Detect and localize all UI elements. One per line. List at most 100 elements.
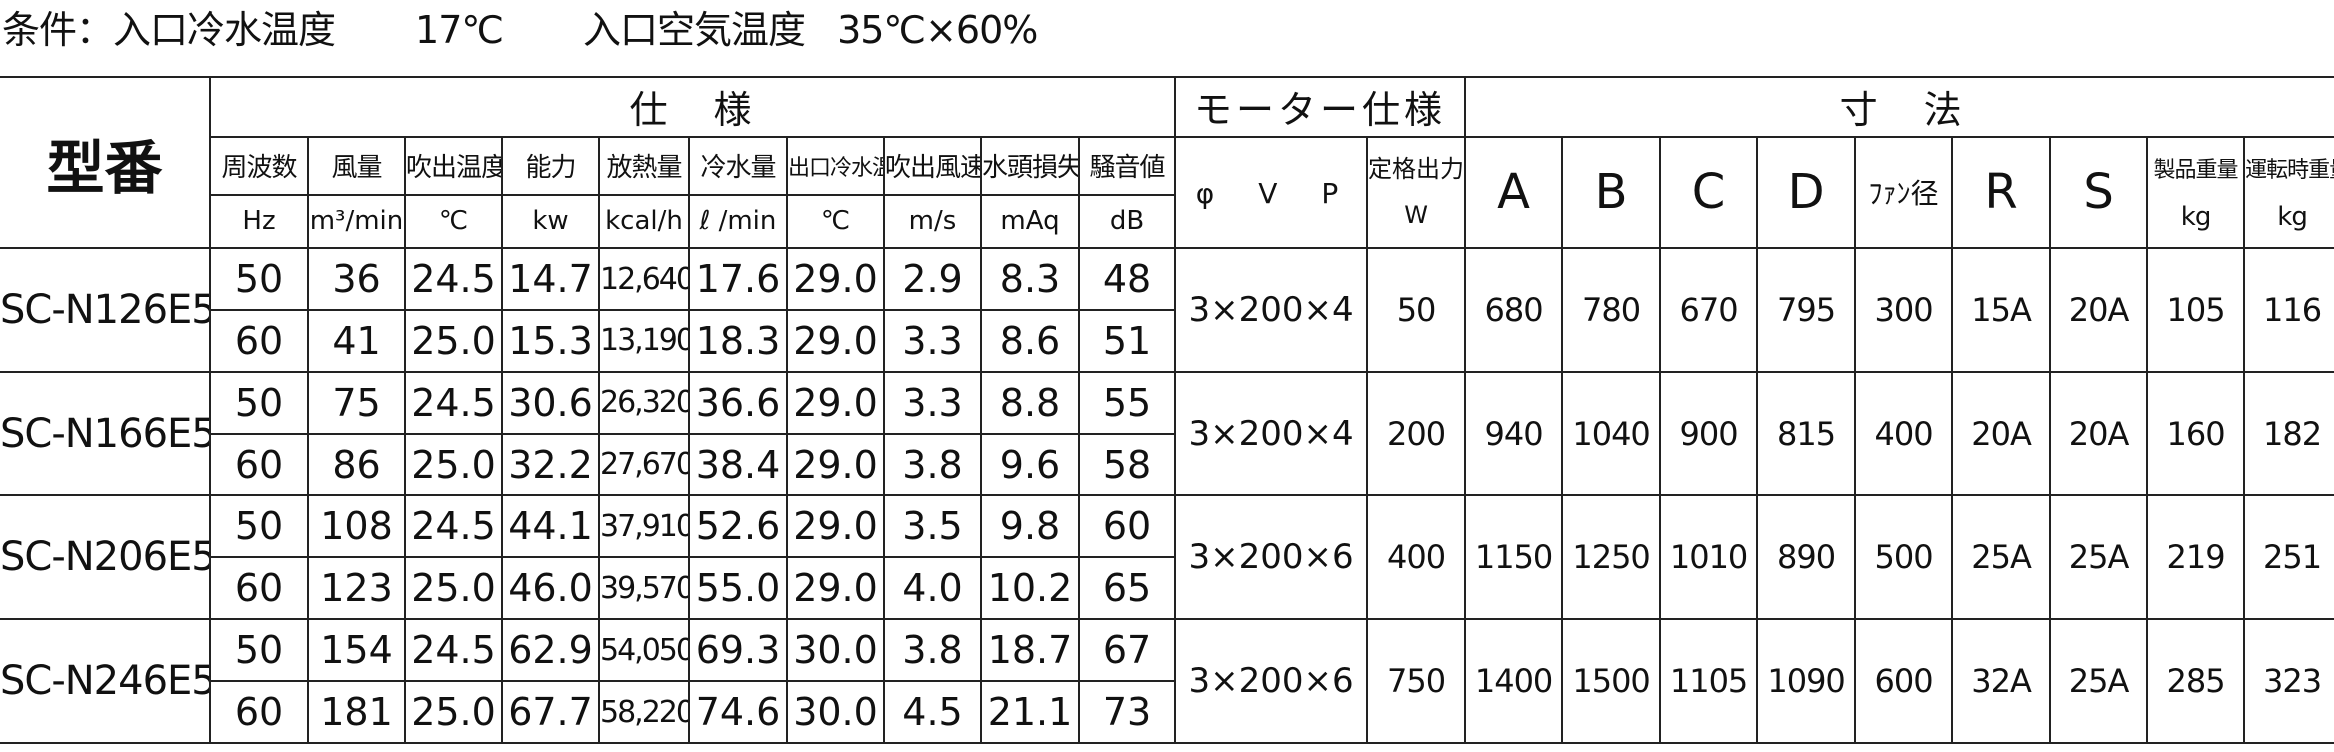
cell-dim-c: 1105 [1659, 618, 1759, 744]
cell-frequency: 50 [209, 370, 309, 435]
col-capacity-label: 能力 [501, 135, 600, 196]
cell-outlet-water-temp: 29.0 [786, 308, 885, 373]
cell-fan-diameter: 400 [1854, 370, 1954, 497]
cell-frequency: 50 [209, 247, 309, 311]
cell-dim-a: 680 [1464, 247, 1564, 373]
cell-outlet-temp: 24.5 [404, 494, 503, 559]
cell-outlet-water-temp: 29.0 [786, 556, 885, 621]
cell-air-velocity: 3.5 [883, 494, 982, 559]
col-chilled-water-label: 冷水量 [688, 135, 788, 196]
dimensions-group-header: 寸 法 [1464, 76, 2334, 138]
col-product-weight: 製品重量 kg [2146, 135, 2246, 250]
cell-air-velocity: 4.0 [883, 556, 982, 621]
operating-weight-unit: kg [2277, 202, 2308, 233]
conditions-prefix: 条件：入口冷水温度 [2, 8, 336, 52]
cell-operating-weight: 182 [2243, 370, 2334, 497]
cell-outlet-temp: 25.0 [404, 432, 503, 497]
cell-dim-r: 25A [1951, 494, 2052, 621]
cell-chilled-water: 69.3 [688, 618, 788, 683]
table-row: 60 123 25.0 46.0 39,570 55.0 29.0 4.0 10… [0, 556, 2334, 621]
cell-product-weight: 285 [2146, 618, 2246, 744]
cell-dim-b: 1500 [1561, 618, 1662, 744]
cell-head-loss: 21.1 [980, 680, 1080, 744]
cell-outlet-water-temp: 29.0 [786, 247, 885, 311]
cell-heat-release: 26,320 [598, 370, 690, 435]
col-phase-voltage-pole: φ V P [1174, 135, 1369, 250]
cell-chilled-water: 17.6 [688, 247, 788, 311]
table-row: 60 41 25.0 15.3 13,190 18.3 29.0 3.3 8.6… [0, 308, 2334, 373]
air-temp-label: 入口空気温度 [583, 8, 806, 52]
cell-rated-output: 400 [1366, 494, 1467, 621]
cell-fan-diameter: 500 [1854, 494, 1954, 621]
cell-motor-spec: 3×200×6 [1174, 494, 1369, 621]
cell-dim-c: 900 [1659, 370, 1759, 497]
cell-chilled-water: 52.6 [688, 494, 788, 559]
model-name: SC-N126E5 [0, 247, 211, 373]
col-dim-c: C [1659, 135, 1759, 250]
cell-air-velocity: 3.3 [883, 370, 982, 435]
motor-group-header: モーター仕様 [1174, 76, 1467, 138]
cell-airflow: 123 [307, 556, 406, 621]
cell-dim-s: 25A [2049, 494, 2149, 621]
unit-capacity: kw [501, 193, 600, 250]
cell-noise: 51 [1077, 308, 1177, 373]
col-dim-d: D [1756, 135, 1857, 250]
cell-dim-a: 1150 [1464, 494, 1564, 621]
unit-outlet-water-temp: ℃ [786, 193, 885, 250]
col-airflow-label: 風量 [307, 135, 406, 196]
cell-fan-diameter: 300 [1854, 247, 1954, 373]
cell-noise: 67 [1077, 618, 1177, 683]
cell-motor-spec: 3×200×6 [1174, 618, 1369, 744]
cell-airflow: 154 [307, 618, 406, 683]
cell-capacity: 46.0 [501, 556, 600, 621]
cell-motor-spec: 3×200×4 [1174, 370, 1369, 497]
unit-frequency: Hz [210, 193, 309, 250]
rated-output-label: 定格出力 [1368, 155, 1465, 184]
cell-capacity: 30.6 [501, 370, 600, 435]
cell-outlet-water-temp: 29.0 [786, 370, 885, 435]
cell-airflow: 41 [307, 308, 406, 373]
col-fan-diameter: ﾌｧﾝ径 [1854, 135, 1954, 250]
cell-dim-a: 940 [1464, 370, 1564, 497]
unit-outlet-temp: ℃ [404, 193, 503, 250]
cell-rated-output: 200 [1366, 370, 1467, 497]
cell-head-loss: 18.7 [980, 618, 1080, 683]
table-row: SC-N166E5 50 75 24.5 30.6 26,320 36.6 29… [0, 370, 2334, 497]
rated-output-unit: W [1404, 201, 1428, 230]
cell-outlet-temp: 25.0 [404, 556, 503, 621]
col-dim-s: S [2049, 135, 2149, 250]
cell-airflow: 75 [307, 370, 406, 435]
col-dim-a: A [1464, 135, 1564, 250]
cell-dim-r: 32A [1951, 618, 2052, 744]
cell-rated-output: 50 [1366, 247, 1467, 373]
col-operating-weight: 運転時重量 kg [2243, 135, 2334, 250]
table-row: SC-N126E5 50 36 24.5 14.7 12,640 17.6 29… [0, 247, 2334, 373]
cell-outlet-water-temp: 30.0 [786, 680, 885, 744]
cell-capacity: 67.7 [501, 680, 600, 744]
cell-noise: 60 [1077, 494, 1177, 559]
cell-operating-weight: 323 [2243, 618, 2334, 744]
cell-chilled-water: 36.6 [688, 370, 788, 435]
cell-air-velocity: 2.9 [883, 247, 982, 311]
cell-dim-r: 15A [1951, 247, 2052, 373]
cell-noise: 65 [1077, 556, 1177, 621]
cell-heat-release: 39,570 [598, 556, 690, 621]
col-rated-output: 定格出力 W [1366, 135, 1467, 250]
cell-outlet-temp: 24.5 [404, 247, 503, 311]
cell-frequency: 60 [210, 308, 309, 373]
cell-outlet-water-temp: 29.0 [786, 494, 885, 559]
cell-product-weight: 160 [2146, 370, 2246, 497]
cell-rated-output: 750 [1366, 618, 1467, 744]
cell-heat-release: 54,050 [598, 618, 690, 683]
cell-dim-d: 795 [1756, 247, 1857, 373]
cell-noise: 73 [1077, 680, 1177, 744]
table-row: SC-N206E5 50 108 24.5 44.1 37,910 52.6 2… [0, 494, 2334, 621]
cell-dim-d: 890 [1756, 494, 1857, 621]
cell-chilled-water: 38.4 [688, 432, 788, 497]
cell-air-velocity: 3.8 [883, 432, 982, 497]
col-heat-release-label: 放熱量 [598, 135, 690, 196]
cell-head-loss: 9.6 [980, 432, 1080, 497]
col-dim-b: B [1561, 135, 1662, 250]
product-weight-unit: kg [2180, 202, 2212, 233]
model-name: SC-N246E5 [0, 618, 211, 744]
